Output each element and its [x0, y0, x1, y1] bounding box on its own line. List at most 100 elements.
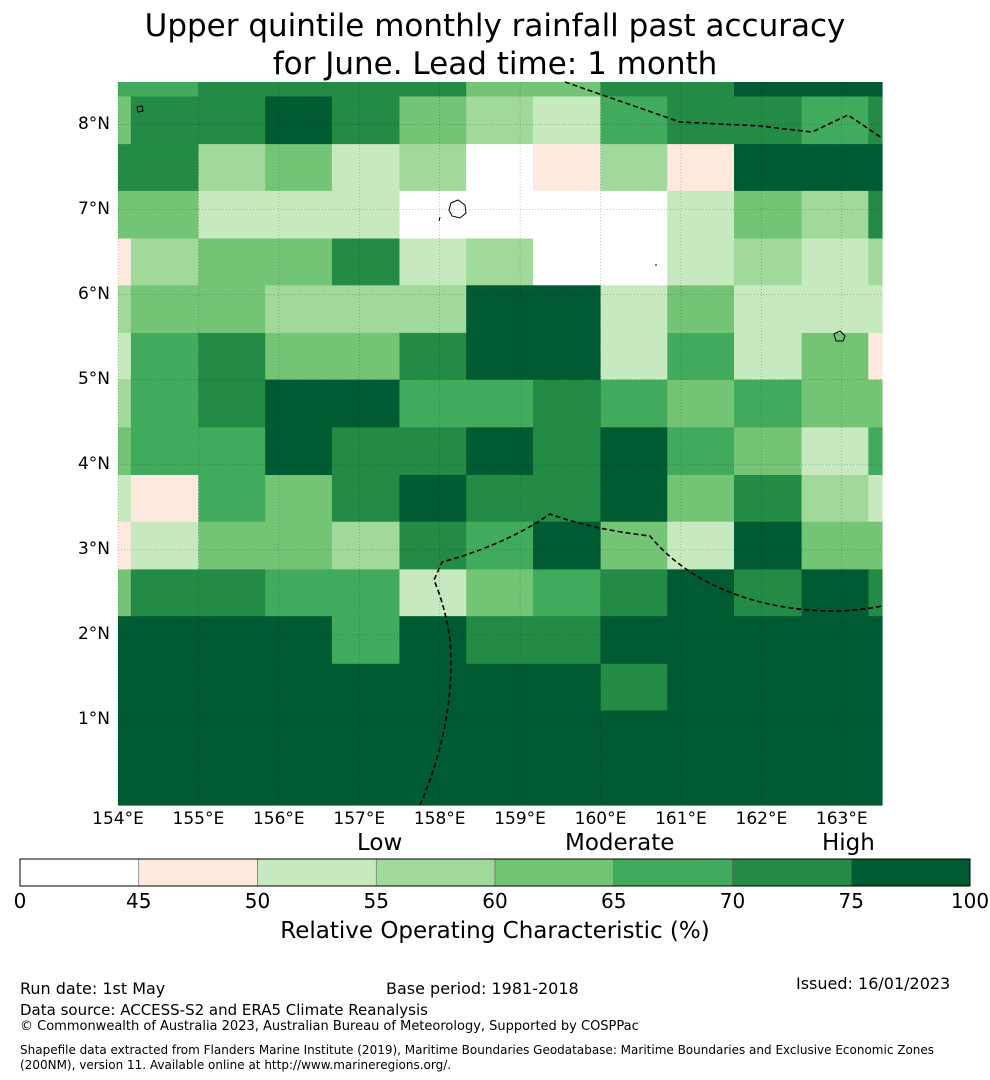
map-cell: [198, 332, 266, 381]
map-cell: [265, 569, 333, 617]
island-outline-northwest: [136, 105, 144, 113]
map-cell: [331, 379, 401, 428]
map-cell: [801, 238, 869, 286]
map-cell: [532, 616, 602, 665]
map-cell: [868, 144, 883, 192]
run-date: Run date: 1st May: [20, 979, 166, 998]
map-cell: [130, 144, 200, 192]
map-cell: [265, 663, 333, 712]
island-outline-east: [833, 330, 846, 342]
map-cell: [532, 332, 602, 381]
map-cell: [466, 285, 534, 334]
map-cell: [331, 285, 401, 334]
map-cell: [734, 285, 803, 334]
map-cell: [868, 616, 883, 665]
map-cell: [734, 569, 803, 617]
map-cell: [130, 285, 200, 334]
map-cell: [198, 569, 266, 617]
map-cell: [801, 710, 869, 759]
map-cell: [265, 238, 333, 286]
map-cell: [868, 758, 883, 806]
map-cell: [130, 663, 200, 712]
map-cell: [198, 474, 266, 523]
map-cell: [130, 474, 200, 523]
map-cell: [667, 758, 735, 806]
map-cell: [130, 238, 200, 286]
map-cell: [118, 663, 132, 712]
colorbar-tick-label: 100: [950, 889, 990, 913]
longitude-label: 161°E: [655, 809, 707, 829]
map-cell: [466, 82, 534, 98]
map-cell: [198, 427, 266, 476]
eez-boundary-south: [419, 513, 883, 806]
map-cell: [198, 190, 266, 240]
map-cell: [868, 332, 883, 381]
legend-level-high: High: [822, 830, 875, 856]
map-cell: [399, 758, 467, 806]
map-cell: [399, 332, 467, 381]
map-cell: [532, 82, 602, 98]
map-cell: [868, 285, 883, 334]
map-cell: [265, 710, 333, 759]
map-cell: [868, 82, 883, 98]
map-cell: [801, 427, 869, 476]
map-cell: [868, 190, 883, 240]
longitude-label: 154°E: [92, 809, 144, 829]
map-cell: [734, 758, 803, 806]
legend-level-moderate: Moderate: [565, 830, 675, 856]
map-cell: [600, 758, 668, 806]
longitude-label: 159°E: [494, 809, 546, 829]
latitude-label: 2°N: [77, 623, 110, 644]
map-cell: [118, 474, 132, 523]
map-cell: [532, 663, 602, 712]
map-cell: [600, 332, 668, 381]
map-cell: [130, 521, 200, 570]
map-cell: [734, 96, 803, 145]
latitude-label: 5°N: [77, 368, 110, 389]
latitude-label: 8°N: [77, 113, 110, 134]
map-cell: [118, 427, 132, 476]
map-cell: [600, 82, 668, 98]
map-cell: [532, 96, 602, 145]
map-cell: [399, 190, 467, 240]
map-cell: [118, 144, 132, 192]
map-cell: [600, 569, 668, 617]
map-cell: [198, 144, 266, 192]
map-cell: [466, 663, 534, 712]
legend-level-low: Low: [357, 830, 403, 856]
map-cell: [801, 474, 869, 523]
map-cell: [130, 96, 200, 145]
map-cell: [466, 379, 534, 428]
map-cell: [331, 82, 401, 98]
map-cell: [399, 238, 467, 286]
map-cell: [600, 474, 668, 523]
map-cell: [600, 285, 668, 334]
colorbar-tick-label: 70: [719, 889, 746, 913]
colorbar-segment: [613, 858, 733, 887]
map-cell: [667, 427, 735, 476]
map-cell: [532, 427, 602, 476]
map-cell: [868, 710, 883, 759]
colorbar-title: Relative Operating Characteristic (%): [280, 918, 710, 944]
map-title-line-1: Upper quintile monthly rainfall past acc…: [144, 8, 846, 44]
map-cell: [868, 569, 883, 617]
colorbar-frame: [19, 858, 971, 887]
map-cell: [331, 238, 401, 286]
map-cell: [118, 758, 132, 806]
map-cell: [265, 332, 333, 381]
map-cell: [801, 82, 869, 98]
map-cell: [532, 474, 602, 523]
map-cell: [734, 332, 803, 381]
map-cell: [198, 663, 266, 712]
map-cell: [399, 710, 467, 759]
map-cell: [600, 144, 668, 192]
map-cell: [466, 758, 534, 806]
map-cell: [734, 238, 803, 286]
island-outline-central: [448, 199, 467, 219]
map-cell: [667, 238, 735, 286]
map-cell: [130, 427, 200, 476]
map-cell: [868, 474, 883, 523]
map-title-line-2: for June. Lead time: 1 month: [272, 46, 718, 82]
map-cell: [331, 190, 401, 240]
map-cell: [399, 616, 467, 665]
